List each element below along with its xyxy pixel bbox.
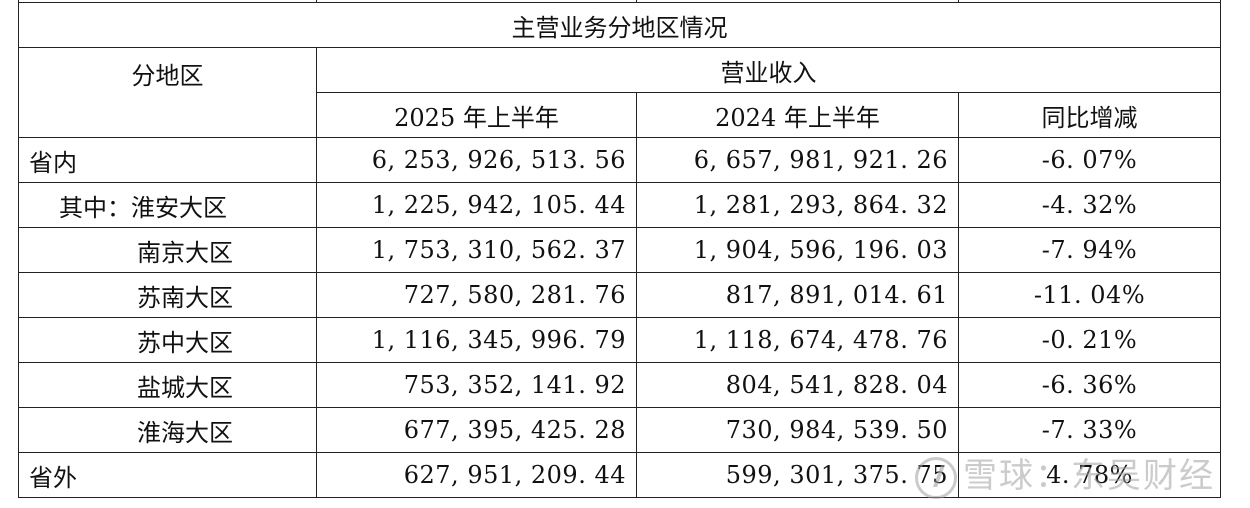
change-cell: 4. 78%	[958, 452, 1221, 498]
table-title: 主营业务分地区情况	[18, 2, 1221, 48]
change-cell: -6. 36%	[958, 362, 1221, 408]
change-cell: -4. 32%	[958, 182, 1221, 228]
change-cell: -11. 04%	[958, 272, 1221, 318]
table-row: 盐城大区 753, 352, 141. 92 804, 541, 828. 04 -6…	[18, 362, 1221, 408]
table-row: 淮海大区 677, 395, 425. 28 730, 984, 539. 50 -7…	[18, 407, 1221, 453]
revenue-2025-cell: 727, 580, 281. 76	[316, 272, 637, 318]
region-revenue-table: 主营业务分地区情况 分地区 营业收入 2025 年上半年 2024 年上半年 同…	[18, 0, 1221, 498]
revenue-2024-cell: 730, 984, 539. 50	[636, 407, 959, 453]
revenue-2024-cell: 1, 118, 674, 478. 76	[636, 317, 959, 363]
table-row: 南京大区 1, 753, 310, 562. 37 1, 904, 596, 196…	[18, 227, 1221, 273]
revenue-2025-cell: 1, 753, 310, 562. 37	[316, 227, 637, 273]
revenue-2024-cell: 817, 891, 014. 61	[636, 272, 959, 318]
region-revenue-table-container: 主营业务分地区情况 分地区 营业收入 2025 年上半年 2024 年上半年 同…	[18, 0, 1221, 498]
header-revenue: 营业收入	[316, 47, 1221, 93]
table-row: 省内 6, 253, 926, 513. 56 6, 657, 981, 921. …	[18, 137, 1221, 183]
revenue-2025-cell: 677, 395, 425. 28	[316, 407, 637, 453]
header-2024: 2024 年上半年	[636, 92, 959, 138]
header-2025: 2025 年上半年	[316, 92, 637, 138]
region-cell: 淮海大区	[18, 407, 317, 453]
revenue-2025-cell: 1, 116, 345, 996. 79	[316, 317, 637, 363]
title-row: 主营业务分地区情况	[18, 2, 1221, 48]
table-row: 苏中大区 1, 116, 345, 996. 79 1, 118, 674, 478…	[18, 317, 1221, 363]
table-row: 省外 627, 951, 209. 44 599, 301, 375. 75 4. 7…	[18, 452, 1221, 498]
revenue-2025-cell: 6, 253, 926, 513. 56	[316, 137, 637, 183]
revenue-2025-cell: 627, 951, 209. 44	[316, 452, 637, 498]
revenue-2024-cell: 1, 904, 596, 196. 03	[636, 227, 959, 273]
revenue-2024-cell: 6, 657, 981, 921. 26	[636, 137, 959, 183]
revenue-2025-cell: 753, 352, 141. 92	[316, 362, 637, 408]
region-cell: 南京大区	[18, 227, 317, 273]
table-row: 苏南大区 727, 580, 281. 76 817, 891, 014. 61 -1…	[18, 272, 1221, 318]
region-cell: 苏中大区	[18, 317, 317, 363]
revenue-2024-cell: 804, 541, 828. 04	[636, 362, 959, 408]
table-body: 省内 6, 253, 926, 513. 56 6, 657, 981, 921. …	[18, 137, 1221, 498]
revenue-2024-cell: 599, 301, 375. 75	[636, 452, 959, 498]
table-row: 其中：淮安大区 1, 225, 942, 105. 44 1, 281, 293, …	[18, 182, 1221, 228]
region-cell: 省内	[18, 137, 317, 183]
change-cell: -6. 07%	[958, 137, 1221, 183]
region-cell: 苏南大区	[18, 272, 317, 318]
change-cell: -0. 21%	[958, 317, 1221, 363]
revenue-2025-cell: 1, 225, 942, 105. 44	[316, 182, 637, 228]
region-cell: 盐城大区	[18, 362, 317, 408]
change-cell: -7. 94%	[958, 227, 1221, 273]
change-cell: -7. 33%	[958, 407, 1221, 453]
header-change: 同比增减	[958, 92, 1221, 138]
header-row-1: 分地区 营业收入	[18, 47, 1221, 138]
revenue-2024-cell: 1, 281, 293, 864. 32	[636, 182, 959, 228]
header-region: 分地区	[18, 47, 317, 138]
region-cell: 省外	[18, 452, 317, 498]
region-cell: 其中：淮安大区	[18, 182, 317, 228]
